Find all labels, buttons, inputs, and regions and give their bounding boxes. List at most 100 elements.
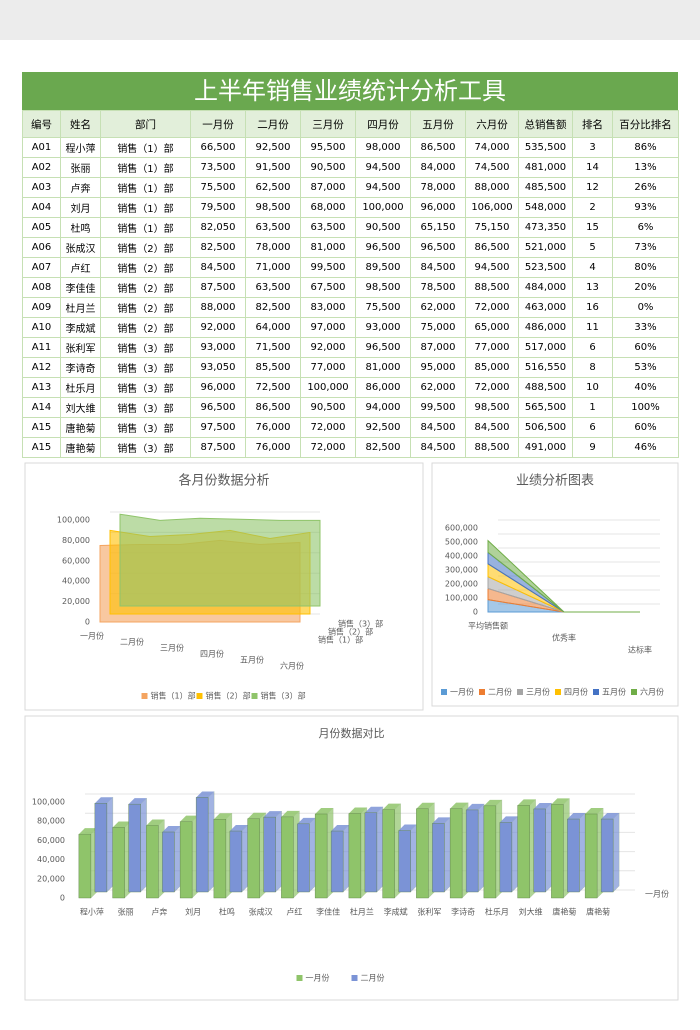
header-cell: 五月份 bbox=[410, 110, 466, 138]
bar-top bbox=[315, 808, 334, 814]
cell: 481,000 bbox=[518, 157, 573, 178]
bar bbox=[281, 816, 294, 899]
bar-side bbox=[225, 812, 233, 899]
legend-swatch bbox=[141, 693, 148, 699]
sheet-title: 上半年销售业绩统计分析工具 bbox=[22, 72, 678, 110]
bar-side bbox=[293, 810, 300, 899]
cell: 98,000 bbox=[355, 137, 411, 158]
cell: 93,050 bbox=[190, 357, 246, 378]
bar-side bbox=[360, 807, 368, 899]
bar-top bbox=[78, 828, 97, 835]
cell: 91,500 bbox=[245, 157, 301, 178]
bar-side bbox=[563, 798, 570, 899]
cell: 65,150 bbox=[410, 217, 466, 238]
bar bbox=[213, 819, 227, 899]
cell: 72,000 bbox=[300, 417, 356, 438]
y-tick-label: 20,000 bbox=[62, 597, 90, 606]
cell: 98,500 bbox=[465, 397, 519, 418]
cell: 72,000 bbox=[300, 437, 356, 458]
cell: A01 bbox=[22, 137, 61, 158]
bar-side bbox=[275, 810, 282, 893]
legend-label: 销售（2）部 bbox=[206, 691, 251, 701]
cell: 84,500 bbox=[410, 437, 466, 458]
legend-label: 五月份 bbox=[602, 687, 626, 697]
bar-side bbox=[309, 817, 316, 893]
cell: 86,500 bbox=[410, 137, 466, 158]
bar bbox=[330, 830, 344, 893]
y-tick-label: 600,000 bbox=[445, 524, 478, 533]
bar-side bbox=[241, 824, 249, 893]
cell: 93,000 bbox=[190, 337, 246, 358]
legend-label: 销售（3）部 bbox=[261, 691, 306, 701]
bar bbox=[229, 830, 243, 893]
cell: 96,500 bbox=[190, 397, 246, 418]
bar-top bbox=[297, 817, 316, 824]
bar-side bbox=[461, 802, 469, 899]
row: A15 唐艳菊 销售（3）部 97,500 76,000 72,000 92,500 84,5… bbox=[22, 417, 679, 438]
cell: 94,500 bbox=[465, 257, 519, 278]
cell: 517,000 bbox=[518, 337, 573, 358]
bar bbox=[382, 809, 395, 899]
cell: 67,500 bbox=[300, 277, 356, 298]
bar-side bbox=[579, 812, 586, 893]
cell: 10 bbox=[572, 377, 613, 398]
header-cell: 姓名 bbox=[60, 110, 101, 138]
cell: 90,500 bbox=[300, 157, 356, 178]
cell: A06 bbox=[22, 237, 61, 258]
bar-top bbox=[281, 810, 300, 817]
cell: 83,000 bbox=[300, 297, 356, 318]
area bbox=[487, 599, 640, 613]
y-tick-label: 200,000 bbox=[445, 580, 478, 589]
bar bbox=[398, 830, 411, 893]
cell: 75,500 bbox=[190, 177, 246, 198]
y-tick-label: 100,000 bbox=[32, 798, 65, 807]
bar-top bbox=[382, 803, 401, 810]
bar-side bbox=[444, 816, 451, 893]
cell: 11 bbox=[572, 317, 613, 338]
x-tick-label: 杜鸣 bbox=[219, 907, 235, 917]
cell: 87,500 bbox=[190, 277, 246, 298]
x-tick-label: 刘大维 bbox=[519, 907, 543, 917]
area bbox=[487, 562, 640, 613]
cell: 72,000 bbox=[465, 377, 519, 398]
bar-top bbox=[585, 808, 604, 814]
cell: 63,500 bbox=[300, 217, 356, 238]
cell: A15 bbox=[22, 417, 61, 438]
cell: 68,000 bbox=[300, 197, 356, 218]
chart-frame bbox=[431, 462, 679, 707]
x-tick-label: 一月份 bbox=[80, 631, 104, 641]
cell: 4 bbox=[572, 257, 613, 278]
legend-label: 二月份 bbox=[361, 973, 385, 983]
cell: 82,500 bbox=[190, 237, 246, 258]
bar-top bbox=[112, 821, 131, 828]
legend-label: 销售（1）部 bbox=[151, 691, 196, 701]
bar bbox=[314, 813, 328, 899]
bar-top bbox=[364, 806, 383, 813]
bar bbox=[517, 805, 530, 899]
cell: A09 bbox=[22, 297, 61, 318]
cell: 杜鸣 bbox=[60, 217, 101, 238]
cell: 473,350 bbox=[518, 217, 573, 238]
legend-label: 一月份 bbox=[306, 973, 330, 983]
bar-top bbox=[128, 798, 147, 805]
bar-side bbox=[191, 815, 199, 899]
bar bbox=[94, 803, 108, 893]
cell: 2 bbox=[572, 197, 613, 218]
legend-swatch bbox=[441, 689, 447, 695]
y-tick-label: 40,000 bbox=[62, 577, 90, 586]
cell: 62,500 bbox=[245, 177, 301, 198]
cell: 88,500 bbox=[465, 277, 519, 298]
bar bbox=[146, 825, 159, 899]
y-tick-label: 60,000 bbox=[37, 836, 65, 845]
cell: 94,500 bbox=[355, 157, 411, 178]
cell: 79,500 bbox=[190, 197, 246, 218]
x-tick-label: 优秀率 bbox=[552, 633, 576, 643]
cell: 88,500 bbox=[465, 437, 519, 458]
y-tick-label: 20,000 bbox=[37, 874, 65, 883]
bar-side bbox=[326, 807, 334, 899]
x-tick-label: 达标率 bbox=[628, 645, 652, 655]
legend-label: 三月份 bbox=[526, 687, 550, 697]
bar bbox=[499, 822, 513, 893]
cell: 92,000 bbox=[190, 317, 246, 338]
bar-top bbox=[331, 825, 350, 832]
